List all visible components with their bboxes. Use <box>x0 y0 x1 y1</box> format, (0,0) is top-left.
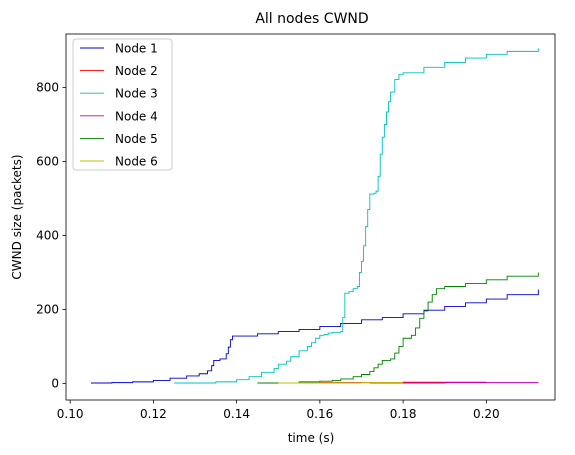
x-axis-ticks: 0.10 0.12 0.14 0.16 0.18 0.20 <box>57 400 500 421</box>
series-layer <box>90 48 539 384</box>
x-tick-label: 0.12 <box>140 407 167 421</box>
y-axis-label: CWND size (packets) <box>10 154 24 279</box>
x-axis-label: time (s) <box>288 431 335 445</box>
plot-area-frame <box>65 33 556 401</box>
series-line-node-1 <box>90 289 539 384</box>
legend-label-node-6: Node 6 <box>115 155 158 169</box>
legend-label-node-3: Node 3 <box>115 87 158 101</box>
x-tick-label: 0.18 <box>390 407 417 421</box>
legend-items: Node 1 Node 2 Node 3 Node 4 Node 5 Node 6 <box>80 42 158 169</box>
legend-box <box>72 38 173 171</box>
legend-label-node-1: Node 1 <box>115 42 158 56</box>
y-tick-label: 400 <box>36 228 59 242</box>
legend-label-node-4: Node 4 <box>115 109 158 123</box>
y-tick-label: 800 <box>36 81 59 95</box>
y-tick-label: 200 <box>36 302 59 316</box>
x-tick-label: 0.14 <box>223 407 250 421</box>
series-line-node-3 <box>174 48 539 384</box>
legend: Node 1 Node 2 Node 3 Node 4 Node 5 Node 6 <box>72 38 173 171</box>
y-axis-ticks: 0 200 400 600 800 <box>36 81 66 390</box>
legend-label-node-2: Node 2 <box>115 64 158 78</box>
x-tick-label: 0.16 <box>307 407 334 421</box>
legend-label-node-5: Node 5 <box>115 132 158 146</box>
x-tick-label: 0.20 <box>473 407 500 421</box>
y-tick-label: 600 <box>36 155 59 169</box>
chart-title: All nodes CWND <box>255 11 368 27</box>
y-tick-label: 0 <box>51 376 59 390</box>
series-line-node-5 <box>257 272 539 384</box>
x-tick-label: 0.10 <box>57 407 84 421</box>
